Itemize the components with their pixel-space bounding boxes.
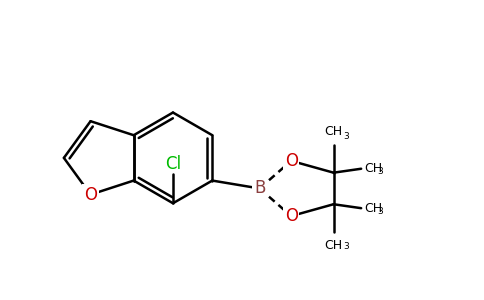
Text: O: O: [84, 186, 97, 204]
Text: 3: 3: [343, 132, 348, 141]
Text: 3: 3: [377, 167, 383, 176]
Text: O: O: [285, 207, 298, 225]
Text: Cl: Cl: [165, 155, 181, 173]
Text: CH: CH: [324, 125, 343, 138]
Text: CH: CH: [364, 202, 382, 215]
Text: O: O: [285, 152, 298, 170]
Text: CH: CH: [324, 239, 343, 252]
Text: CH: CH: [364, 162, 382, 175]
Text: 3: 3: [343, 242, 348, 251]
Text: B: B: [254, 179, 265, 197]
Text: 3: 3: [377, 207, 383, 216]
